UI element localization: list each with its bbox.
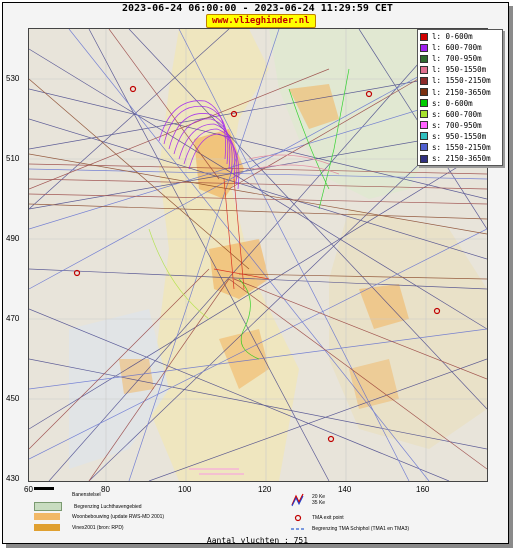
x-axis-label: 160: [416, 485, 430, 494]
legend-swatch: [420, 143, 428, 152]
tma-exit-icon: [294, 514, 302, 522]
legend-label: s: 950-1550m: [432, 131, 487, 141]
page-title: 2023-06-24 06:00:00 - 2023-06-24 11:29:5…: [122, 3, 393, 14]
legend-item: l: 700-950m: [420, 53, 500, 64]
legend-swatch: [420, 132, 428, 141]
key-runway: Banenstelsel: [34, 491, 101, 498]
brand-badge[interactable]: www.vlieghinder.nl: [206, 14, 316, 28]
legend-swatch: [420, 99, 428, 108]
legend-swatch: [420, 88, 428, 97]
x-axis-label: 120: [258, 485, 272, 494]
key-airport-boundary-label: Begrenzing Luchthavengebied: [74, 503, 142, 510]
legend-swatch: [420, 54, 428, 63]
runway-swatch: [34, 491, 60, 498]
housing-swatch: [34, 513, 60, 520]
legend-label: s: 700-950m: [432, 120, 482, 130]
legend-item: s: 950-1550m: [420, 131, 500, 142]
key-airport-boundary: Begrenzing Luchthavengebied: [34, 502, 142, 511]
key-tma-exit-label: TMA exit point: [312, 515, 344, 521]
legend-swatch: [420, 121, 428, 130]
key-runway-label: Banenstelsel: [72, 491, 101, 498]
scale-bar: [34, 487, 54, 490]
key-tma-boundary: Begrenzing TMA Schiphol (TMA1 en TMA3): [290, 525, 409, 533]
contour-icon: [291, 493, 304, 507]
legend-swatch: [420, 76, 428, 85]
flight-track-map[interactable]: [28, 28, 488, 482]
x-axis-label: 60: [24, 485, 33, 494]
key-noise-contours: 20 Ke 35 Ke: [290, 493, 325, 507]
legend-swatch: [420, 154, 428, 163]
legend-swatch: [420, 110, 428, 119]
y-axis-label: 470: [6, 314, 20, 323]
legend-item: l: 0-600m: [420, 31, 500, 42]
legend-item: s: 0-600m: [420, 98, 500, 109]
key-vinex: Vinex2001 (bron: RPD): [34, 524, 124, 531]
y-axis-label: 450: [6, 394, 20, 403]
y-axis-label: 530: [6, 74, 20, 83]
legend-item: l: 950-1550m: [420, 64, 500, 75]
map-key: Banenstelsel Begrenzing Luchthavengebied…: [28, 486, 486, 538]
legend-item: s: 2150-3650m: [420, 153, 500, 164]
legend-label: l: 950-1550m: [432, 65, 487, 75]
vinex-swatch: [34, 524, 60, 531]
flight-count: Aantal vluchten : 751: [206, 536, 309, 545]
legend-label: l: 700-950m: [432, 54, 482, 64]
key-housing-label: Woonbebouwing (update RWS-MD 2001): [72, 513, 165, 520]
legend-label: s: 1550-2150m: [432, 142, 491, 152]
tma-boundary-icon: [291, 528, 305, 530]
legend-item: l: 2150-3650m: [420, 86, 500, 97]
x-axis-label: 80: [101, 485, 110, 494]
legend-item: s: 700-950m: [420, 120, 500, 131]
y-axis-label: 430: [6, 474, 20, 483]
altitude-legend: l: 0-600m l: 600-700m l: 700-950m l: 950…: [417, 29, 503, 167]
x-axis-label: 140: [338, 485, 352, 494]
y-axis-label: 490: [6, 234, 20, 243]
key-tma-boundary-label: Begrenzing TMA Schiphol (TMA1 en TMA3): [312, 526, 410, 532]
legend-label: l: 1550-2150m: [432, 76, 491, 86]
legend-swatch: [420, 32, 428, 41]
legend-label: s: 2150-3650m: [432, 154, 491, 164]
key-contours-label: 20 Ke 35 Ke: [312, 494, 326, 506]
legend-swatch: [420, 65, 428, 74]
legend-label: l: 0-600m: [432, 32, 473, 42]
legend-swatch: [420, 43, 428, 52]
legend-item: l: 600-700m: [420, 42, 500, 53]
map-canvas: [29, 29, 487, 481]
legend-label: s: 600-700m: [432, 109, 482, 119]
legend-item: s: 1550-2150m: [420, 142, 500, 153]
key-housing: Woonbebouwing (update RWS-MD 2001): [34, 513, 164, 520]
legend-label: l: 2150-3650m: [432, 87, 491, 97]
legend-item: l: 1550-2150m: [420, 75, 500, 86]
x-axis-label: 100: [178, 485, 192, 494]
key-vinex-label: Vinex2001 (bron: RPD): [72, 524, 124, 531]
legend-item: s: 600-700m: [420, 109, 500, 120]
airport-boundary-swatch: [34, 502, 62, 511]
legend-label: s: 0-600m: [432, 98, 473, 108]
y-axis-label: 510: [6, 154, 20, 163]
legend-label: l: 600-700m: [432, 43, 482, 53]
key-tma-exit: TMA exit point: [290, 514, 344, 522]
